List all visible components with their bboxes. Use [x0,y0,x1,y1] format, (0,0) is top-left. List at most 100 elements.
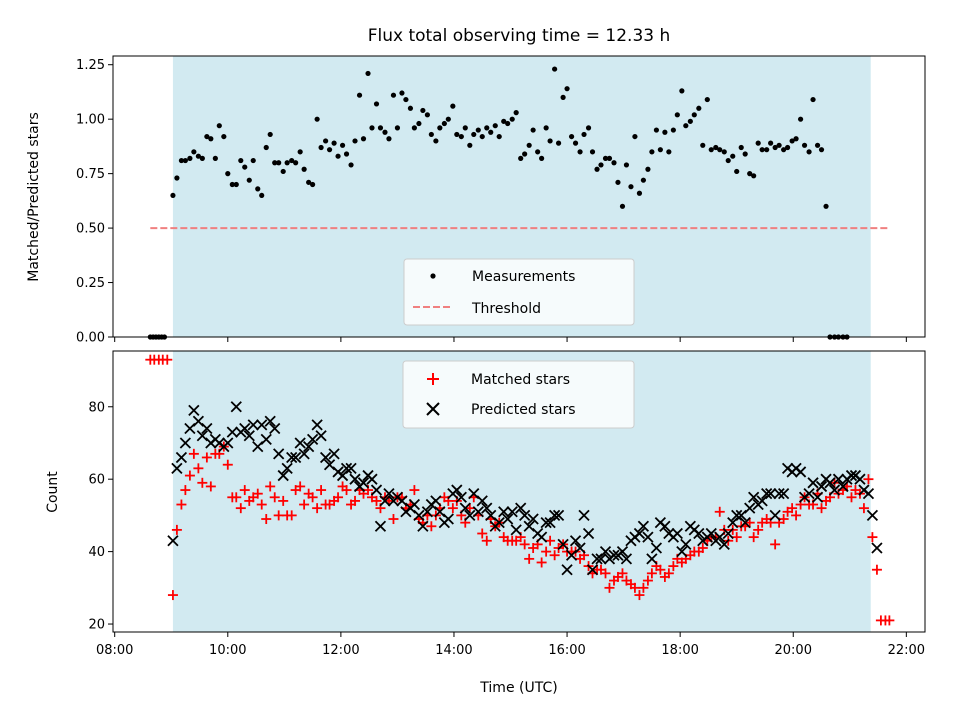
predicted-stars-point [319,451,332,464]
measurement-point [301,166,307,172]
predicted-stars-point [243,430,255,442]
predicted-stars-point [379,495,391,507]
measurement-point [424,112,430,118]
measurement-point [399,90,405,96]
matched-stars-point [549,550,560,561]
measurement-point [297,149,303,155]
measurement-point [793,136,799,142]
y-tick-label: 1.00 [76,113,105,128]
x-tick-label: 20:00 [775,643,812,658]
predicted-stars-point [773,488,785,500]
count-plot-frame [112,350,926,633]
predicted-stars-point [408,498,421,511]
measurement-point [187,155,193,161]
measurement-point [594,166,600,172]
count-legend: Matched stars Predicted stars [402,360,635,429]
measurement-point [335,153,341,159]
measurement-point [602,155,609,161]
predicted-stars-point [476,495,488,507]
predicted-stars-point [561,564,573,576]
x-tick-label: 14:00 [435,643,472,658]
measurement-point [747,171,753,177]
matched-stars-point [184,470,195,481]
matched-stars-point [846,492,857,503]
predicted-stars-point [578,509,590,522]
measurement-point [403,96,409,103]
measurement-point [555,140,562,146]
measurement-point [797,116,804,122]
measurement-point [598,162,604,168]
predicted-stars-point [226,426,238,438]
matched-legend-label: Matched stars [471,372,570,388]
ratio-legend: Measurements Threshold [403,258,635,326]
ratio-panel: 0.00 0.25 0.50 0.75 1.00 1.25 Matched/Predict… [26,55,926,346]
measurement-point [772,144,778,151]
matched-stars-point [286,510,297,521]
measurement-point [623,162,630,168]
measurement-point [717,147,723,153]
predicted-stars-point [345,462,357,474]
matched-stars-point [617,568,628,579]
predicted-stars-point [421,506,434,518]
matched-stars-point [884,615,895,626]
measurement-point [725,157,731,164]
predicted-stars-point [519,509,531,522]
predicted-stars-point [633,527,646,540]
predicted-stars-point [498,506,510,518]
matched-stars-point [273,510,284,521]
matched-stars-point [176,499,187,510]
measurement-point [229,181,235,188]
predicted-stars-point [171,462,183,474]
matched-stars-point [409,485,420,496]
predicted-stars-point [650,542,663,554]
matched-stars-point [663,568,674,579]
measurement-point [568,133,575,140]
measurement-point [246,177,252,183]
predicted-stars-point [370,484,383,496]
count-legend-box [402,360,635,429]
measurement-point [250,157,256,164]
measurements-legend-marker [430,273,436,279]
predicted-stars-point [676,545,688,558]
predicted-stars-point [269,422,281,435]
measurement-point [509,116,515,122]
measurement-point [450,103,456,109]
measurement-point [653,127,660,133]
matched-stars-point [307,492,318,503]
measurement-point [674,112,680,118]
measurement-point [704,96,710,103]
matched-stars-point [261,514,272,525]
predicted-stars-point [366,473,378,485]
measurement-point [195,153,201,159]
measurement-point [263,144,269,151]
matched-stars-point [295,481,306,492]
matched-stars-point [371,495,382,506]
measurement-point [577,149,583,155]
measurement-point [314,116,320,122]
matched-stars-point [316,485,327,496]
measurement-point [454,131,460,138]
predicted-stars-point [608,549,620,561]
measurement-point [310,181,316,188]
measurement-point [360,136,367,142]
matched-stars-point [222,459,233,470]
measurement-point [679,88,685,94]
measurement-point [356,92,363,98]
measurement-point [365,70,371,77]
predicted-stars-point [201,422,213,435]
measurement-point [611,160,617,166]
measurement-point [390,92,397,98]
measurement-point [687,118,693,124]
measurement-point [784,144,791,151]
measurement-point [496,133,502,140]
measurement-point [289,157,295,164]
measurement-point [640,177,647,183]
measurement-point [411,125,417,131]
measurement-point [216,123,222,129]
measurement-point [492,123,498,129]
predicted-stars-point [298,448,310,460]
measurement-point [526,142,532,148]
matched-stars-point [201,452,212,463]
predicted-stars-point [845,469,858,482]
predicted-stars-point [481,502,493,514]
